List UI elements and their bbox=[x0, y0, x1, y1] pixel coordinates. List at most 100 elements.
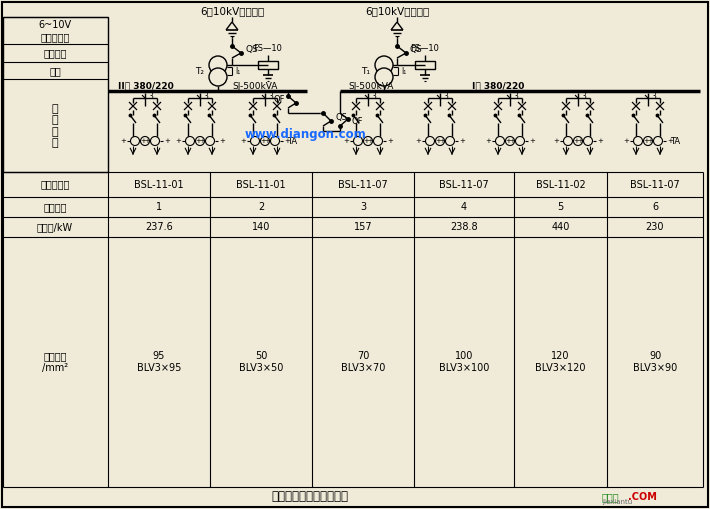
Text: TA: TA bbox=[287, 136, 297, 146]
Circle shape bbox=[643, 136, 652, 146]
Text: TA: TA bbox=[670, 136, 680, 146]
Text: 95
BLV3×95: 95 BLV3×95 bbox=[137, 351, 181, 373]
Text: 70
BLV3×70: 70 BLV3×70 bbox=[341, 351, 386, 373]
Text: +: + bbox=[529, 138, 535, 144]
Text: BSL-11-02: BSL-11-02 bbox=[535, 180, 585, 189]
Circle shape bbox=[375, 56, 393, 74]
Circle shape bbox=[633, 136, 643, 146]
Text: 440: 440 bbox=[551, 222, 569, 232]
Text: www.diangon.com: www.diangon.com bbox=[244, 127, 366, 140]
Text: 120
BLV3×120: 120 BLV3×120 bbox=[535, 351, 586, 373]
Circle shape bbox=[209, 56, 227, 74]
Text: 3: 3 bbox=[268, 92, 273, 100]
Text: +: + bbox=[343, 138, 349, 144]
Circle shape bbox=[131, 136, 139, 146]
Text: +: + bbox=[120, 138, 126, 144]
Text: +: + bbox=[415, 138, 421, 144]
Text: +: + bbox=[175, 138, 181, 144]
Text: QS: QS bbox=[245, 44, 258, 53]
Text: I段 380/220: I段 380/220 bbox=[472, 81, 525, 91]
Text: 6【10kV架空进线: 6【10kV架空进线 bbox=[200, 6, 264, 16]
Text: 3: 3 bbox=[360, 202, 366, 212]
Bar bbox=[258, 61, 278, 69]
Circle shape bbox=[364, 136, 373, 146]
Text: +: + bbox=[195, 138, 201, 144]
Circle shape bbox=[564, 136, 572, 146]
Circle shape bbox=[209, 68, 227, 86]
Text: T₁: T₁ bbox=[361, 67, 370, 75]
Circle shape bbox=[195, 136, 204, 146]
Text: +: + bbox=[597, 138, 603, 144]
Text: FS—10: FS—10 bbox=[410, 44, 439, 53]
Text: 238.8: 238.8 bbox=[450, 222, 478, 232]
Text: 1: 1 bbox=[156, 202, 162, 212]
Text: BSL-11-01: BSL-11-01 bbox=[236, 180, 286, 189]
Text: BSL-11-07: BSL-11-07 bbox=[439, 180, 489, 189]
Circle shape bbox=[185, 136, 195, 146]
Text: +: + bbox=[240, 138, 246, 144]
Text: +: + bbox=[363, 138, 369, 144]
Text: jiexiantu: jiexiantu bbox=[602, 499, 632, 505]
Text: 3: 3 bbox=[371, 92, 376, 100]
Text: 负荷量/kW: 负荷量/kW bbox=[37, 222, 73, 232]
Text: II段 380/220: II段 380/220 bbox=[118, 81, 174, 91]
Text: 4: 4 bbox=[461, 202, 467, 212]
Text: +: + bbox=[199, 138, 205, 144]
Circle shape bbox=[584, 136, 593, 146]
Circle shape bbox=[271, 136, 280, 146]
Text: 6【10kV架空进线: 6【10kV架空进线 bbox=[365, 6, 429, 16]
Text: 3: 3 bbox=[203, 92, 208, 100]
Circle shape bbox=[435, 136, 444, 146]
Text: QS: QS bbox=[410, 44, 422, 53]
Circle shape bbox=[251, 136, 259, 146]
Text: +: + bbox=[573, 138, 579, 144]
Circle shape bbox=[141, 136, 150, 146]
Text: 导线面积
/mm²: 导线面积 /mm² bbox=[42, 351, 68, 373]
Text: 某企业变配电一次电路图: 某企业变配电一次电路图 bbox=[271, 491, 349, 503]
Text: SJ-500kVA: SJ-500kVA bbox=[232, 81, 278, 91]
Text: +: + bbox=[667, 138, 673, 144]
Text: BSL-11-07: BSL-11-07 bbox=[630, 180, 680, 189]
Text: 100
BLV3×100: 100 BLV3×100 bbox=[439, 351, 489, 373]
Text: +: + bbox=[140, 138, 146, 144]
Circle shape bbox=[354, 136, 363, 146]
Text: +: + bbox=[643, 138, 649, 144]
Text: 接线图: 接线图 bbox=[601, 492, 619, 502]
Text: FS—10: FS—10 bbox=[253, 44, 283, 53]
Text: +: + bbox=[260, 138, 266, 144]
Text: +: + bbox=[284, 138, 290, 144]
Text: 237.6: 237.6 bbox=[145, 222, 173, 232]
Text: +: + bbox=[144, 138, 150, 144]
Text: 6~10V
户外架空进: 6~10V 户外架空进 bbox=[38, 20, 72, 42]
Circle shape bbox=[506, 136, 515, 146]
Text: 157: 157 bbox=[354, 222, 372, 232]
Text: 车间编号: 车间编号 bbox=[43, 202, 67, 212]
Text: BSL-11-07: BSL-11-07 bbox=[338, 180, 388, 189]
Text: T₂: T₂ bbox=[195, 67, 204, 75]
Text: +: + bbox=[577, 138, 583, 144]
Text: +: + bbox=[623, 138, 629, 144]
Text: QF: QF bbox=[273, 95, 285, 103]
Text: 降压变电: 降压变电 bbox=[43, 48, 67, 58]
Circle shape bbox=[515, 136, 525, 146]
Text: +: + bbox=[505, 138, 511, 144]
Text: 2: 2 bbox=[258, 202, 264, 212]
Text: 6: 6 bbox=[652, 202, 658, 212]
Text: 50
BLV3×50: 50 BLV3×50 bbox=[239, 351, 283, 373]
Text: 3: 3 bbox=[513, 92, 518, 100]
Text: QF: QF bbox=[352, 117, 364, 126]
Circle shape bbox=[653, 136, 662, 146]
Text: +: + bbox=[647, 138, 653, 144]
Circle shape bbox=[261, 136, 270, 146]
Text: +: + bbox=[264, 138, 270, 144]
Text: +: + bbox=[435, 138, 441, 144]
Text: +: + bbox=[459, 138, 465, 144]
Text: 母线: 母线 bbox=[49, 66, 61, 76]
Bar bbox=[415, 61, 435, 69]
Circle shape bbox=[425, 136, 435, 146]
Text: 230: 230 bbox=[646, 222, 665, 232]
Text: +: + bbox=[387, 138, 393, 144]
Text: +: + bbox=[164, 138, 170, 144]
Text: +: + bbox=[439, 138, 445, 144]
Text: +: + bbox=[219, 138, 225, 144]
